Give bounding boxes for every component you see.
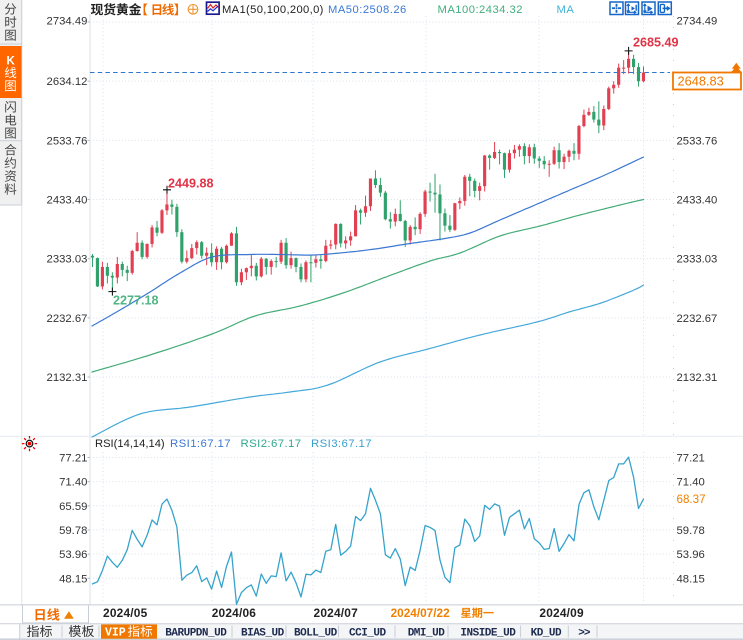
svg-text:77.21: 77.21 bbox=[59, 453, 87, 465]
svg-text:RSI(14,14,14): RSI(14,14,14) bbox=[95, 438, 165, 450]
svg-text:2533.76: 2533.76 bbox=[677, 135, 718, 147]
svg-text:2734.49: 2734.49 bbox=[677, 15, 718, 27]
svg-text:>>: >> bbox=[578, 628, 591, 640]
svg-text:MA100:2434.32: MA100:2434.32 bbox=[438, 4, 524, 16]
svg-text:DMI_UD: DMI_UD bbox=[408, 628, 446, 640]
svg-text:CCI_UD: CCI_UD bbox=[349, 628, 387, 640]
svg-text:2333.03: 2333.03 bbox=[677, 254, 718, 266]
svg-text:BIAS_UD: BIAS_UD bbox=[241, 628, 285, 640]
svg-text:MA: MA bbox=[557, 4, 575, 16]
svg-text:K: K bbox=[7, 56, 16, 68]
svg-text:2634.12: 2634.12 bbox=[47, 76, 88, 88]
svg-text:77.21: 77.21 bbox=[677, 453, 705, 465]
svg-text:48.15: 48.15 bbox=[59, 573, 87, 585]
svg-text:59.78: 59.78 bbox=[677, 525, 705, 537]
svg-text:BARUPDN_UD: BARUPDN_UD bbox=[165, 628, 227, 640]
svg-text:2433.40: 2433.40 bbox=[47, 195, 88, 207]
svg-text:2024/06: 2024/06 bbox=[212, 606, 257, 620]
svg-text:2648.83: 2648.83 bbox=[678, 74, 724, 89]
svg-text:2024/07: 2024/07 bbox=[314, 606, 359, 620]
svg-text:2333.03: 2333.03 bbox=[47, 254, 88, 266]
svg-text:RSI2:67.17: RSI2:67.17 bbox=[241, 438, 302, 450]
svg-text:71.40: 71.40 bbox=[677, 477, 705, 489]
svg-text:71.40: 71.40 bbox=[59, 477, 87, 489]
svg-text:2277.18: 2277.18 bbox=[113, 294, 159, 308]
svg-text:2685.49: 2685.49 bbox=[633, 36, 679, 50]
svg-text:2024/09: 2024/09 bbox=[539, 606, 584, 620]
svg-text:2449.88: 2449.88 bbox=[168, 177, 214, 191]
svg-text:68.37: 68.37 bbox=[677, 493, 706, 506]
svg-text:MA50:2508.26: MA50:2508.26 bbox=[328, 4, 407, 16]
svg-text:59.78: 59.78 bbox=[59, 525, 87, 537]
svg-text:2433.40: 2433.40 bbox=[677, 195, 718, 207]
svg-text:53.96: 53.96 bbox=[677, 549, 705, 561]
svg-text:RSI3:67.17: RSI3:67.17 bbox=[311, 438, 372, 450]
svg-text:2232.67: 2232.67 bbox=[47, 313, 88, 325]
svg-text:2734.49: 2734.49 bbox=[47, 15, 88, 27]
svg-text:53.96: 53.96 bbox=[59, 549, 87, 561]
svg-text:2132.31: 2132.31 bbox=[47, 372, 88, 384]
svg-text:RSI1:67.17: RSI1:67.17 bbox=[170, 438, 231, 450]
svg-text:48.15: 48.15 bbox=[677, 573, 705, 585]
svg-text:2024/07/22: 2024/07/22 bbox=[391, 606, 450, 620]
svg-text:65.59: 65.59 bbox=[59, 501, 87, 513]
svg-text:BOLL_UD: BOLL_UD bbox=[294, 628, 338, 640]
svg-text:2132.31: 2132.31 bbox=[677, 372, 718, 384]
svg-text:KD_UD: KD_UD bbox=[531, 628, 562, 640]
svg-text:MA1(50,100,200,0): MA1(50,100,200,0) bbox=[222, 4, 324, 16]
svg-text:2533.76: 2533.76 bbox=[47, 135, 88, 147]
svg-text:2024/05: 2024/05 bbox=[103, 606, 148, 620]
svg-text:INSIDE_UD: INSIDE_UD bbox=[460, 628, 516, 640]
svg-text:2232.67: 2232.67 bbox=[677, 313, 718, 325]
svg-text:VIP: VIP bbox=[105, 627, 126, 640]
